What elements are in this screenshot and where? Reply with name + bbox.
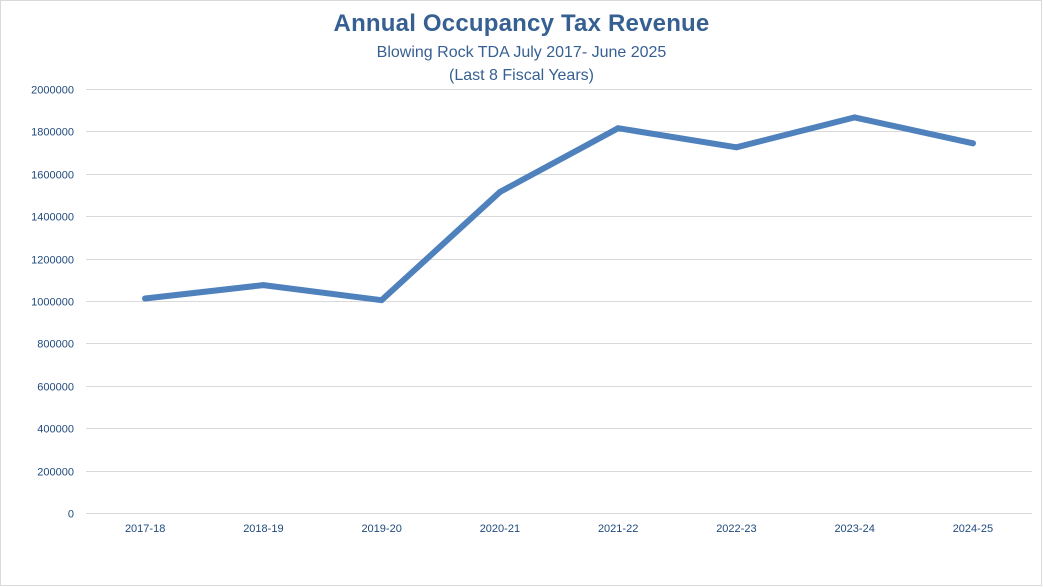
x-axis-tick-labels: 2017-18 2018-19 2019-20 2020-21 2021-22 2022-… [125, 523, 993, 535]
series-line [142, 114, 976, 304]
data-point [496, 189, 503, 196]
y-tick-label: 1200000 [31, 255, 74, 267]
data-point [260, 282, 267, 289]
y-axis-tick-labels: 0 200000 400000 600000 800000 1000000 1200000 1… [31, 85, 74, 521]
y-tick-label: 600000 [37, 382, 74, 394]
data-point [378, 297, 385, 304]
x-tick-label: 2024-25 [953, 523, 993, 535]
x-tick-label: 2019-20 [361, 523, 401, 535]
gridlines [86, 89, 1032, 514]
data-point [142, 295, 149, 302]
y-tick-label: 0 [68, 509, 74, 521]
y-tick-label: 1800000 [31, 127, 74, 139]
y-tick-label: 200000 [37, 467, 74, 479]
x-tick-label: 2021-22 [598, 523, 638, 535]
x-tick-label: 2018-19 [243, 523, 283, 535]
y-tick-label: 1400000 [31, 212, 74, 224]
series-layer [142, 114, 976, 304]
data-point [851, 114, 858, 121]
chart-title: Annual Occupancy Tax Revenue [333, 10, 710, 37]
x-tick-label: 2017-18 [125, 523, 165, 535]
chart-subtitle-period: (Last 8 Fiscal Years) [449, 67, 594, 84]
x-tick-label: 2023-24 [834, 523, 874, 535]
y-tick-label: 2000000 [31, 85, 74, 97]
y-tick-label: 1600000 [31, 170, 74, 182]
data-point [969, 140, 976, 147]
chart-subtitle: Blowing Rock TDA July 2017- June 2025 [376, 44, 667, 61]
y-tick-label: 1000000 [31, 297, 74, 309]
x-tick-label: 2020-21 [480, 523, 520, 535]
y-tick-label: 800000 [37, 339, 74, 351]
data-point [733, 144, 740, 151]
data-point [615, 125, 622, 132]
x-tick-label: 2022-23 [716, 523, 756, 535]
y-tick-label: 400000 [37, 424, 74, 436]
